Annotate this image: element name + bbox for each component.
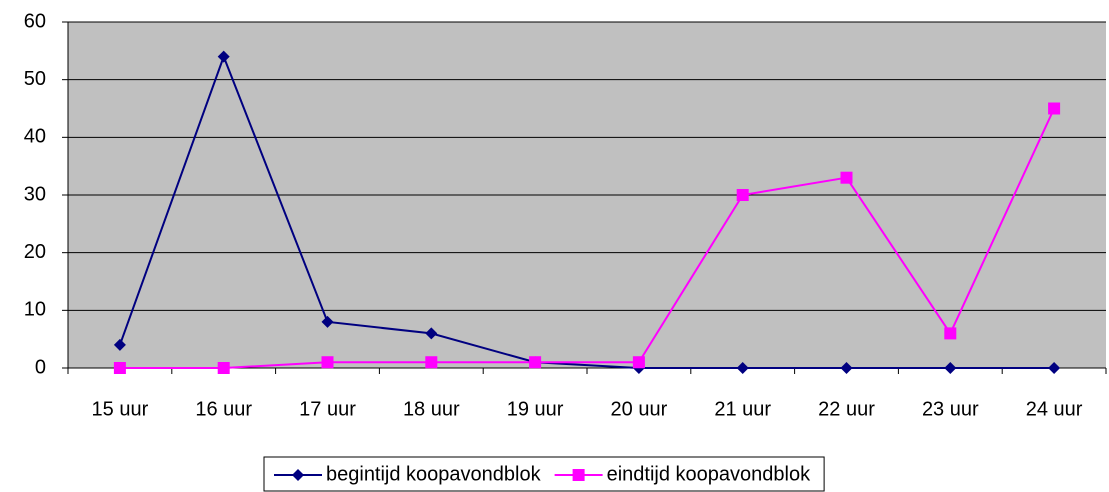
- series-line: [119, 108, 1056, 369]
- y-tick-label: 10: [24, 299, 46, 321]
- marker: [425, 356, 438, 369]
- series-line: [118, 53, 1055, 369]
- marker: [736, 189, 749, 201]
- x-tick-label: 24 uur: [1026, 398, 1083, 420]
- marker: [217, 50, 230, 63]
- marker: [632, 356, 645, 369]
- y-tick-label: 40: [24, 126, 46, 148]
- y-tick-label: 60: [24, 10, 46, 32]
- marker: [292, 469, 304, 481]
- x-tick-label: 16 uur: [195, 398, 252, 420]
- marker: [529, 356, 542, 369]
- marker: [321, 315, 334, 328]
- marker: [425, 327, 438, 340]
- x-tick-label: 23 uur: [922, 398, 979, 420]
- marker: [840, 171, 853, 184]
- marker: [572, 469, 585, 481]
- marker: [736, 362, 749, 374]
- x-tick-label: 15 uur: [92, 398, 149, 420]
- x-tick-label: 20 uur: [611, 398, 668, 420]
- x-tick-label: 18 uur: [403, 398, 460, 420]
- x-tick-label: 19 uur: [507, 398, 564, 420]
- y-tick-label: 0: [35, 356, 46, 378]
- x-tick-label: 22 uur: [818, 398, 875, 420]
- legend: [263, 456, 825, 492]
- marker: [1048, 362, 1061, 374]
- marker: [1048, 102, 1061, 115]
- y-tick-label: 20: [24, 241, 46, 263]
- legend-label: eindtijd koopavondblok: [607, 463, 811, 485]
- x-tick-label: 21 uur: [714, 398, 771, 420]
- legend-label: begintijd koopavondblok: [326, 463, 542, 485]
- marker: [321, 356, 334, 369]
- y-tick-label: 30: [24, 183, 46, 205]
- x-tick-label: 17 uur: [299, 398, 356, 420]
- y-tick-label: 50: [24, 68, 46, 90]
- marker: [217, 362, 230, 374]
- marker: [113, 362, 126, 374]
- marker: [840, 362, 853, 374]
- marker: [944, 327, 957, 340]
- marker: [944, 362, 957, 374]
- marker: [113, 338, 126, 351]
